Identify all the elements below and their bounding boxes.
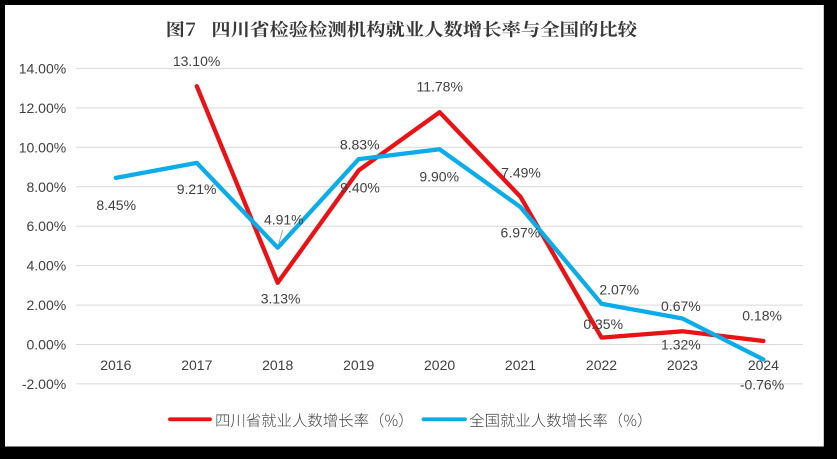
svg-text:-2.00%: -2.00% — [22, 376, 66, 392]
svg-text:0.67%: 0.67% — [661, 298, 701, 314]
svg-text:2022: 2022 — [586, 357, 617, 373]
svg-text:2018: 2018 — [262, 357, 293, 373]
svg-text:0.00%: 0.00% — [26, 337, 66, 353]
svg-text:9.21%: 9.21% — [177, 181, 217, 197]
svg-text:6.00%: 6.00% — [26, 218, 66, 234]
svg-text:7.49%: 7.49% — [501, 164, 541, 180]
svg-text:0.35%: 0.35% — [583, 316, 623, 332]
svg-text:2017: 2017 — [181, 357, 212, 373]
svg-text:2021: 2021 — [505, 357, 536, 373]
svg-text:8.45%: 8.45% — [96, 197, 136, 213]
svg-text:2019: 2019 — [343, 357, 374, 373]
svg-text:6.97%: 6.97% — [501, 224, 541, 240]
svg-text:0.18%: 0.18% — [742, 308, 782, 324]
svg-text:9.40%: 9.40% — [340, 180, 380, 196]
svg-text:14.00%: 14.00% — [19, 60, 66, 76]
svg-text:1.32%: 1.32% — [661, 336, 701, 352]
svg-text:8.00%: 8.00% — [26, 179, 66, 195]
svg-text:8.83%: 8.83% — [340, 137, 380, 153]
svg-text:4.91%: 4.91% — [264, 212, 304, 228]
svg-text:11.78%: 11.78% — [416, 79, 462, 95]
svg-text:3.13%: 3.13% — [261, 290, 301, 306]
svg-text:12.00%: 12.00% — [19, 100, 66, 116]
svg-text:9.90%: 9.90% — [419, 168, 459, 184]
svg-text:2024: 2024 — [748, 357, 779, 373]
svg-text:13.10%: 13.10% — [173, 53, 220, 69]
svg-text:2020: 2020 — [424, 357, 455, 373]
svg-text:2.07%: 2.07% — [599, 281, 639, 297]
svg-text:2023: 2023 — [667, 357, 698, 373]
svg-text:-0.76%: -0.76% — [740, 376, 784, 392]
svg-text:4.00%: 4.00% — [26, 258, 66, 274]
svg-text:2016: 2016 — [100, 357, 131, 373]
svg-text:10.00%: 10.00% — [19, 139, 66, 155]
svg-text:2.00%: 2.00% — [26, 297, 66, 313]
